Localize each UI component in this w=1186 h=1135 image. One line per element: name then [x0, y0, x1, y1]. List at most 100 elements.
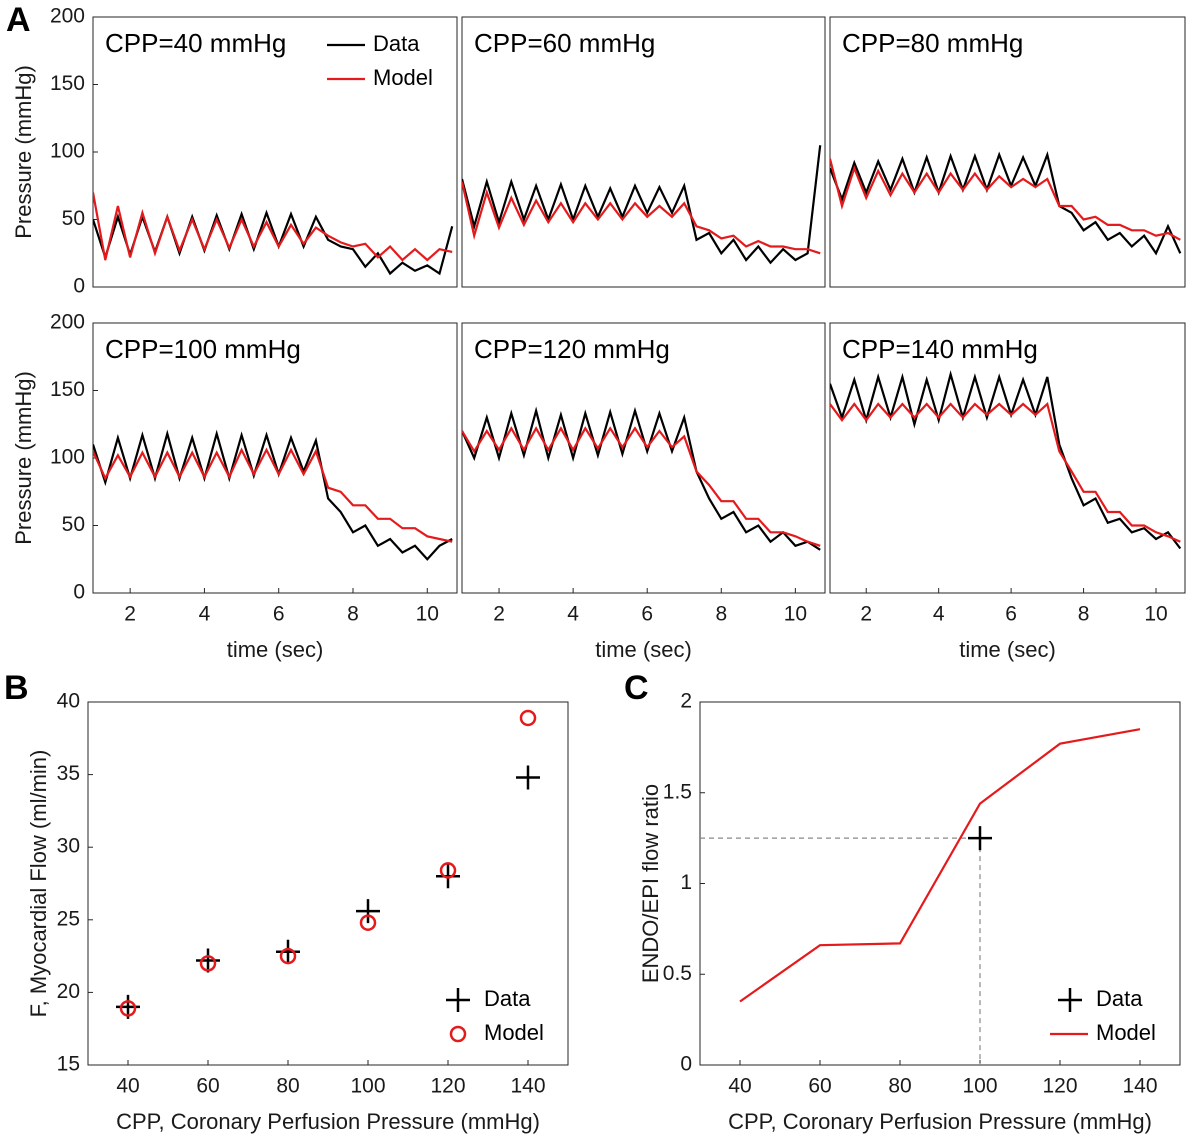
- x-tick-label: 140: [1122, 1075, 1157, 1098]
- x-tick-label: 10: [1144, 603, 1167, 626]
- y-axis-label: ENDO/EPI flow ratio: [638, 784, 663, 983]
- panel-title: CPP=120 mmHg: [474, 334, 670, 364]
- y-axis-label: F, Myocardial Flow (ml/min): [26, 750, 51, 1018]
- plot-frame: [829, 16, 1186, 288]
- y-axis-label: Pressure (mmHg): [11, 65, 36, 239]
- model-point: [359, 914, 377, 931]
- legend-marker: [1058, 988, 1082, 1012]
- x-tick-label: 10: [416, 603, 439, 626]
- x-tick-label: 10: [784, 603, 807, 626]
- x-tick-label: 40: [116, 1075, 139, 1098]
- legend-label: Model: [1096, 1020, 1156, 1045]
- x-tick-label: 60: [808, 1075, 831, 1098]
- series-line: [739, 728, 1141, 1003]
- panel-title: CPP=140 mmHg: [842, 334, 1038, 364]
- model-point: [279, 947, 297, 965]
- x-axis-label: CPP, Coronary Perfusion Pressure (mmHg): [728, 1109, 1152, 1134]
- x-tick-label: 80: [888, 1075, 911, 1098]
- y-tick-label: 1: [680, 871, 692, 894]
- x-tick-label: 100: [962, 1075, 997, 1098]
- y-tick-label: 40: [57, 690, 80, 713]
- y-tick-label: 150: [50, 72, 85, 95]
- y-tick-label: 0: [680, 1053, 692, 1076]
- x-tick-label: 2: [124, 603, 136, 626]
- legend-label: Model: [373, 65, 433, 90]
- plot-frame: [699, 701, 1181, 1066]
- series-line: [830, 150, 1182, 256]
- x-tick-label: 8: [1078, 603, 1090, 626]
- y-tick-label: 0.5: [663, 962, 692, 985]
- y-tick-label: 20: [57, 980, 80, 1003]
- x-tick-label: 6: [641, 603, 653, 626]
- x-tick-label: 40: [728, 1075, 751, 1098]
- series-line: [93, 447, 453, 543]
- y-tick-label: 15: [57, 1053, 80, 1076]
- plot-frame: [92, 322, 458, 594]
- plot-frame: [87, 701, 569, 1066]
- y-tick-label: 50: [62, 207, 85, 230]
- x-tick-label: 140: [510, 1075, 545, 1098]
- panel-letter: B: [4, 669, 29, 707]
- y-tick-label: 50: [62, 513, 85, 536]
- y-tick-label: 1.5: [663, 780, 692, 803]
- legend-marker: [446, 988, 470, 1012]
- x-tick-label: 60: [196, 1075, 219, 1098]
- x-tick-label: 4: [567, 603, 579, 626]
- x-tick-label: 6: [273, 603, 285, 626]
- x-axis-label: time (sec): [227, 637, 324, 662]
- x-tick-label: 120: [1042, 1075, 1077, 1098]
- series-line: [830, 370, 1182, 550]
- data-point: [196, 948, 220, 973]
- x-axis-label: time (sec): [959, 637, 1056, 662]
- x-tick-label: 4: [199, 603, 211, 626]
- y-tick-label: 35: [57, 762, 80, 785]
- y-tick-label: 0: [73, 275, 85, 298]
- y-tick-label: 150: [50, 378, 85, 401]
- series-line: [462, 181, 821, 255]
- series-line: [830, 158, 1181, 241]
- series-line: [830, 401, 1181, 543]
- x-tick-label: 100: [350, 1075, 385, 1098]
- data-point: [516, 765, 540, 790]
- data-point: [276, 939, 300, 964]
- x-axis-label: CPP, Coronary Perfusion Pressure (mmHg): [116, 1109, 540, 1134]
- y-tick-label: 200: [50, 5, 85, 28]
- y-tick-label: 0: [73, 581, 85, 604]
- x-tick-label: 2: [493, 603, 505, 626]
- y-tick-label: 100: [50, 140, 85, 163]
- model-point: [119, 1000, 137, 1017]
- x-tick-label: 4: [933, 603, 945, 626]
- y-tick-label: 30: [57, 835, 80, 858]
- data-point: [356, 899, 380, 924]
- x-tick-label: 80: [276, 1075, 299, 1098]
- model-point: [199, 955, 217, 972]
- legend-marker: [449, 1025, 467, 1043]
- panel-title: CPP=100 mmHg: [105, 334, 301, 364]
- plot-frame: [461, 322, 826, 594]
- panel-title: CPP=40 mmHg: [105, 28, 286, 58]
- x-tick-label: 8: [715, 603, 727, 626]
- plot-frame: [92, 16, 458, 288]
- panel-letter: A: [6, 1, 31, 39]
- series-line: [462, 426, 821, 547]
- y-tick-label: 200: [50, 311, 85, 334]
- model-point: [439, 862, 457, 879]
- data-point: [968, 826, 992, 851]
- panel-title: CPP=80 mmHg: [842, 28, 1023, 58]
- legend-label: Model: [484, 1020, 544, 1045]
- y-tick-label: 2: [680, 690, 692, 713]
- x-tick-label: 2: [860, 603, 872, 626]
- plot-frame: [829, 322, 1186, 594]
- legend-label: Data: [1096, 986, 1143, 1011]
- legend-label: Data: [484, 986, 531, 1011]
- plot-frame: [461, 16, 826, 288]
- panel-title: CPP=60 mmHg: [474, 28, 655, 58]
- y-axis-label: Pressure (mmHg): [11, 371, 36, 545]
- x-tick-label: 120: [430, 1075, 465, 1098]
- panel-letter: C: [624, 669, 649, 707]
- legend-label: Data: [373, 31, 420, 56]
- series-line: [462, 145, 822, 265]
- x-tick-label: 8: [347, 603, 359, 626]
- x-axis-label: time (sec): [595, 637, 692, 662]
